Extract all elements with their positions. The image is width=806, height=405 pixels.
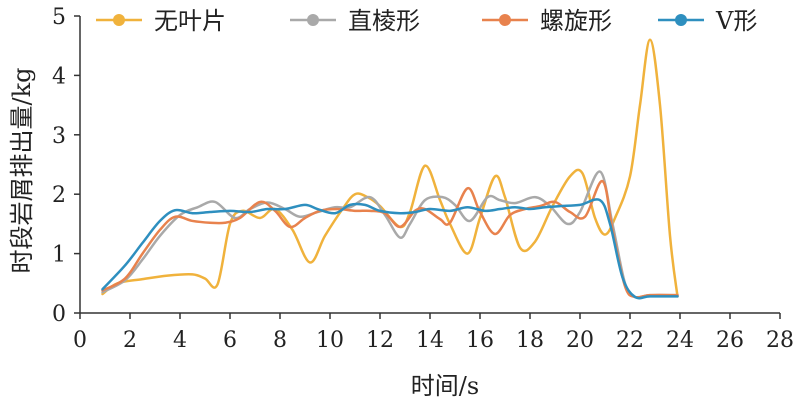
legend-item-v-shape: V形 xyxy=(658,7,757,35)
y-tick-label: 3 xyxy=(52,124,66,149)
legend-label: V形 xyxy=(715,7,757,35)
x-tick-label: 6 xyxy=(223,328,237,353)
legend-item-no-blade: 无叶片 xyxy=(96,7,226,35)
series-layer xyxy=(101,38,679,300)
legend-item-straight-ridge: 直棱形 xyxy=(290,7,420,35)
series-line-v-shape xyxy=(101,198,679,300)
y-tick-label: 1 xyxy=(52,243,66,268)
series-line-straight-ridge xyxy=(101,170,679,299)
series-line-spiral xyxy=(101,179,679,299)
y-tick-label: 0 xyxy=(52,302,66,327)
legend-label: 螺旋形 xyxy=(540,7,612,35)
legend-marker xyxy=(675,14,687,26)
y-tick-label: 2 xyxy=(52,183,66,208)
x-tick-label: 4 xyxy=(173,328,187,353)
x-tick-label: 28 xyxy=(766,328,794,353)
x-tick-label: 16 xyxy=(466,328,494,353)
legend-label: 无叶片 xyxy=(154,7,226,35)
legend-marker xyxy=(499,14,511,26)
y-tick-label: 4 xyxy=(52,64,66,89)
legend-marker xyxy=(113,14,125,26)
x-tick-label: 24 xyxy=(666,328,694,353)
x-tick-label: 10 xyxy=(316,328,344,353)
x-tick-label: 8 xyxy=(273,328,287,353)
legend-label: 直棱形 xyxy=(348,7,420,35)
x-tick-label: 2 xyxy=(123,328,137,353)
x-tick-label: 26 xyxy=(716,328,744,353)
x-tick-label: 18 xyxy=(516,328,544,353)
y-tick-label: 5 xyxy=(52,5,66,30)
y-axis-title: 时段岩屑排出量/kg xyxy=(8,68,36,274)
x-tick-label: 20 xyxy=(566,328,594,353)
x-tick-label: 14 xyxy=(416,328,444,353)
x-ticks: 0 2 4 6 8 10 12 14 16 18 20 22 24 26 28 xyxy=(73,313,794,353)
legend: 无叶片 直棱形 螺旋形 V形 xyxy=(96,7,757,35)
series-line-no-blade xyxy=(101,38,679,298)
x-axis-title: 时间/s xyxy=(411,372,479,400)
legend-marker xyxy=(307,14,319,26)
y-ticks: 0 1 2 3 4 5 xyxy=(52,5,80,327)
x-tick-label: 12 xyxy=(366,328,394,353)
x-tick-label: 22 xyxy=(616,328,644,353)
x-tick-label: 0 xyxy=(73,328,87,353)
legend-item-spiral: 螺旋形 xyxy=(482,7,612,35)
